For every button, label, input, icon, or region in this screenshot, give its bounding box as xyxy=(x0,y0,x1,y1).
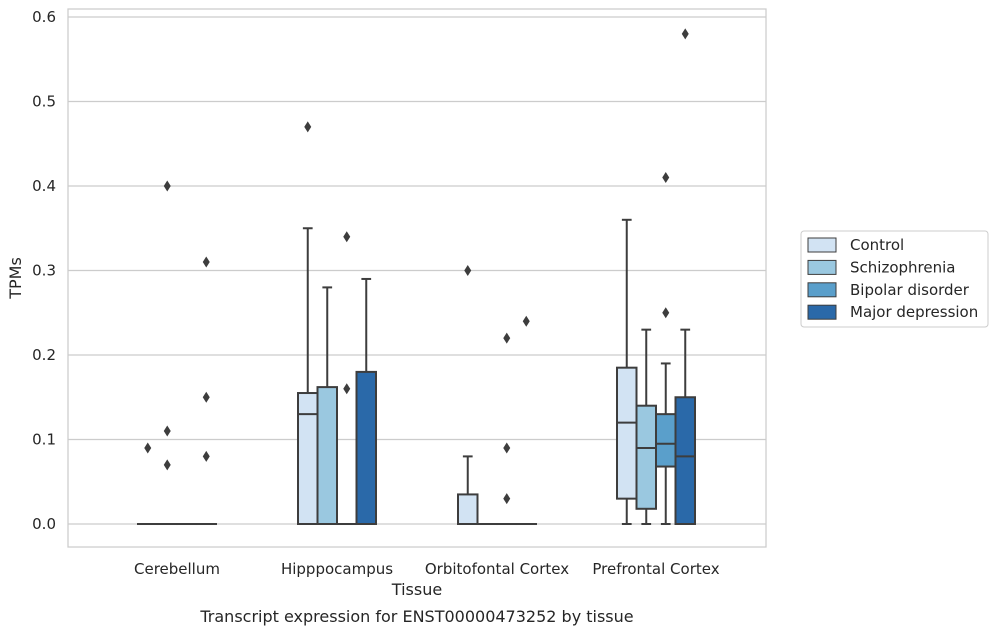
box-body xyxy=(355,370,377,525)
box-body xyxy=(316,386,338,525)
box-bipolar-disorder xyxy=(655,172,677,525)
box-body xyxy=(635,404,657,510)
box-control xyxy=(137,442,159,526)
plot-frame xyxy=(67,8,767,548)
boxes xyxy=(137,28,696,526)
y-tick-label: 0.5 xyxy=(32,93,56,111)
legend-item: Schizophrenia xyxy=(807,258,955,276)
box-control xyxy=(457,265,479,525)
outlier-point xyxy=(503,442,511,454)
legend-label: Bipolar disorder xyxy=(850,281,970,299)
box-major-depression xyxy=(515,315,537,526)
box-body xyxy=(616,366,638,500)
legend-label: Control xyxy=(850,236,904,254)
box-major-depression xyxy=(355,277,377,525)
x-axis-label: Tissue xyxy=(391,580,442,599)
x-tick-label: Orbitofontal Cortex xyxy=(425,560,569,578)
box-control xyxy=(297,121,319,525)
box-body xyxy=(655,413,677,468)
outlier-point xyxy=(343,383,351,395)
outlier-point xyxy=(503,332,511,344)
outlier-point xyxy=(202,450,210,462)
legend-swatch xyxy=(807,237,837,253)
box-bipolar-disorder xyxy=(496,332,518,526)
box-body xyxy=(457,493,479,525)
y-tick-label: 0.1 xyxy=(32,431,56,449)
legend-swatch xyxy=(807,304,837,320)
legend-label: Schizophrenia xyxy=(850,258,955,276)
outlier-point xyxy=(163,425,171,437)
y-tick-label: 0.6 xyxy=(32,8,56,26)
legend-item: Control xyxy=(807,236,904,254)
legend-item: Bipolar disorder xyxy=(807,281,970,299)
legend-item: Major depression xyxy=(807,303,978,321)
box-body xyxy=(674,396,696,525)
outlier-point xyxy=(304,121,312,133)
box-major-depression xyxy=(674,28,696,525)
legend-frame xyxy=(800,230,989,328)
legend-swatch xyxy=(807,282,837,298)
y-tick-label: 0.3 xyxy=(32,262,56,280)
legend-swatch xyxy=(807,259,837,275)
legend: Control Schizophrenia Bipolar disorder Majo… xyxy=(800,230,989,328)
outlier-point xyxy=(144,442,152,454)
outlier-point xyxy=(202,391,210,403)
x-tick-label: Cerebellum xyxy=(134,560,220,578)
y-axis-label: TPMs xyxy=(6,257,25,300)
outlier-point xyxy=(522,315,530,327)
x-tick-label: Hipppocampus xyxy=(281,560,393,578)
x-tick-label: Prefrontal Cortex xyxy=(592,560,719,578)
box-schizophrenia xyxy=(316,286,338,525)
box-bipolar-disorder xyxy=(336,231,358,526)
chart-caption: Transcript expression for ENST0000047325… xyxy=(199,607,633,626)
box-schizophrenia xyxy=(635,328,657,525)
outlier-point xyxy=(202,256,210,268)
box-body xyxy=(297,392,319,525)
outlier-point xyxy=(662,307,670,319)
y-tick-label: 0.4 xyxy=(32,177,56,195)
legend-label: Major depression xyxy=(850,303,978,321)
y-tick-label: 0.2 xyxy=(32,346,56,364)
outlier-point xyxy=(662,172,670,184)
outlier-point xyxy=(343,231,351,243)
box-control xyxy=(616,218,638,525)
outlier-point xyxy=(163,180,171,192)
outlier-point xyxy=(503,493,511,505)
gridlines xyxy=(68,16,766,525)
box-schizophrenia xyxy=(156,180,178,526)
y-tick-label: 0.0 xyxy=(32,515,56,533)
x-axis-ticks: Cerebellum Hipppocampus Orbitofontal Corte… xyxy=(134,560,720,578)
outlier-point xyxy=(163,459,171,471)
outlier-point xyxy=(681,28,689,40)
box-major-depression xyxy=(195,256,217,526)
y-axis-ticks: 0.0 0.1 0.2 0.3 0.4 0.5 0.6 xyxy=(32,8,56,533)
outlier-point xyxy=(464,265,472,276)
